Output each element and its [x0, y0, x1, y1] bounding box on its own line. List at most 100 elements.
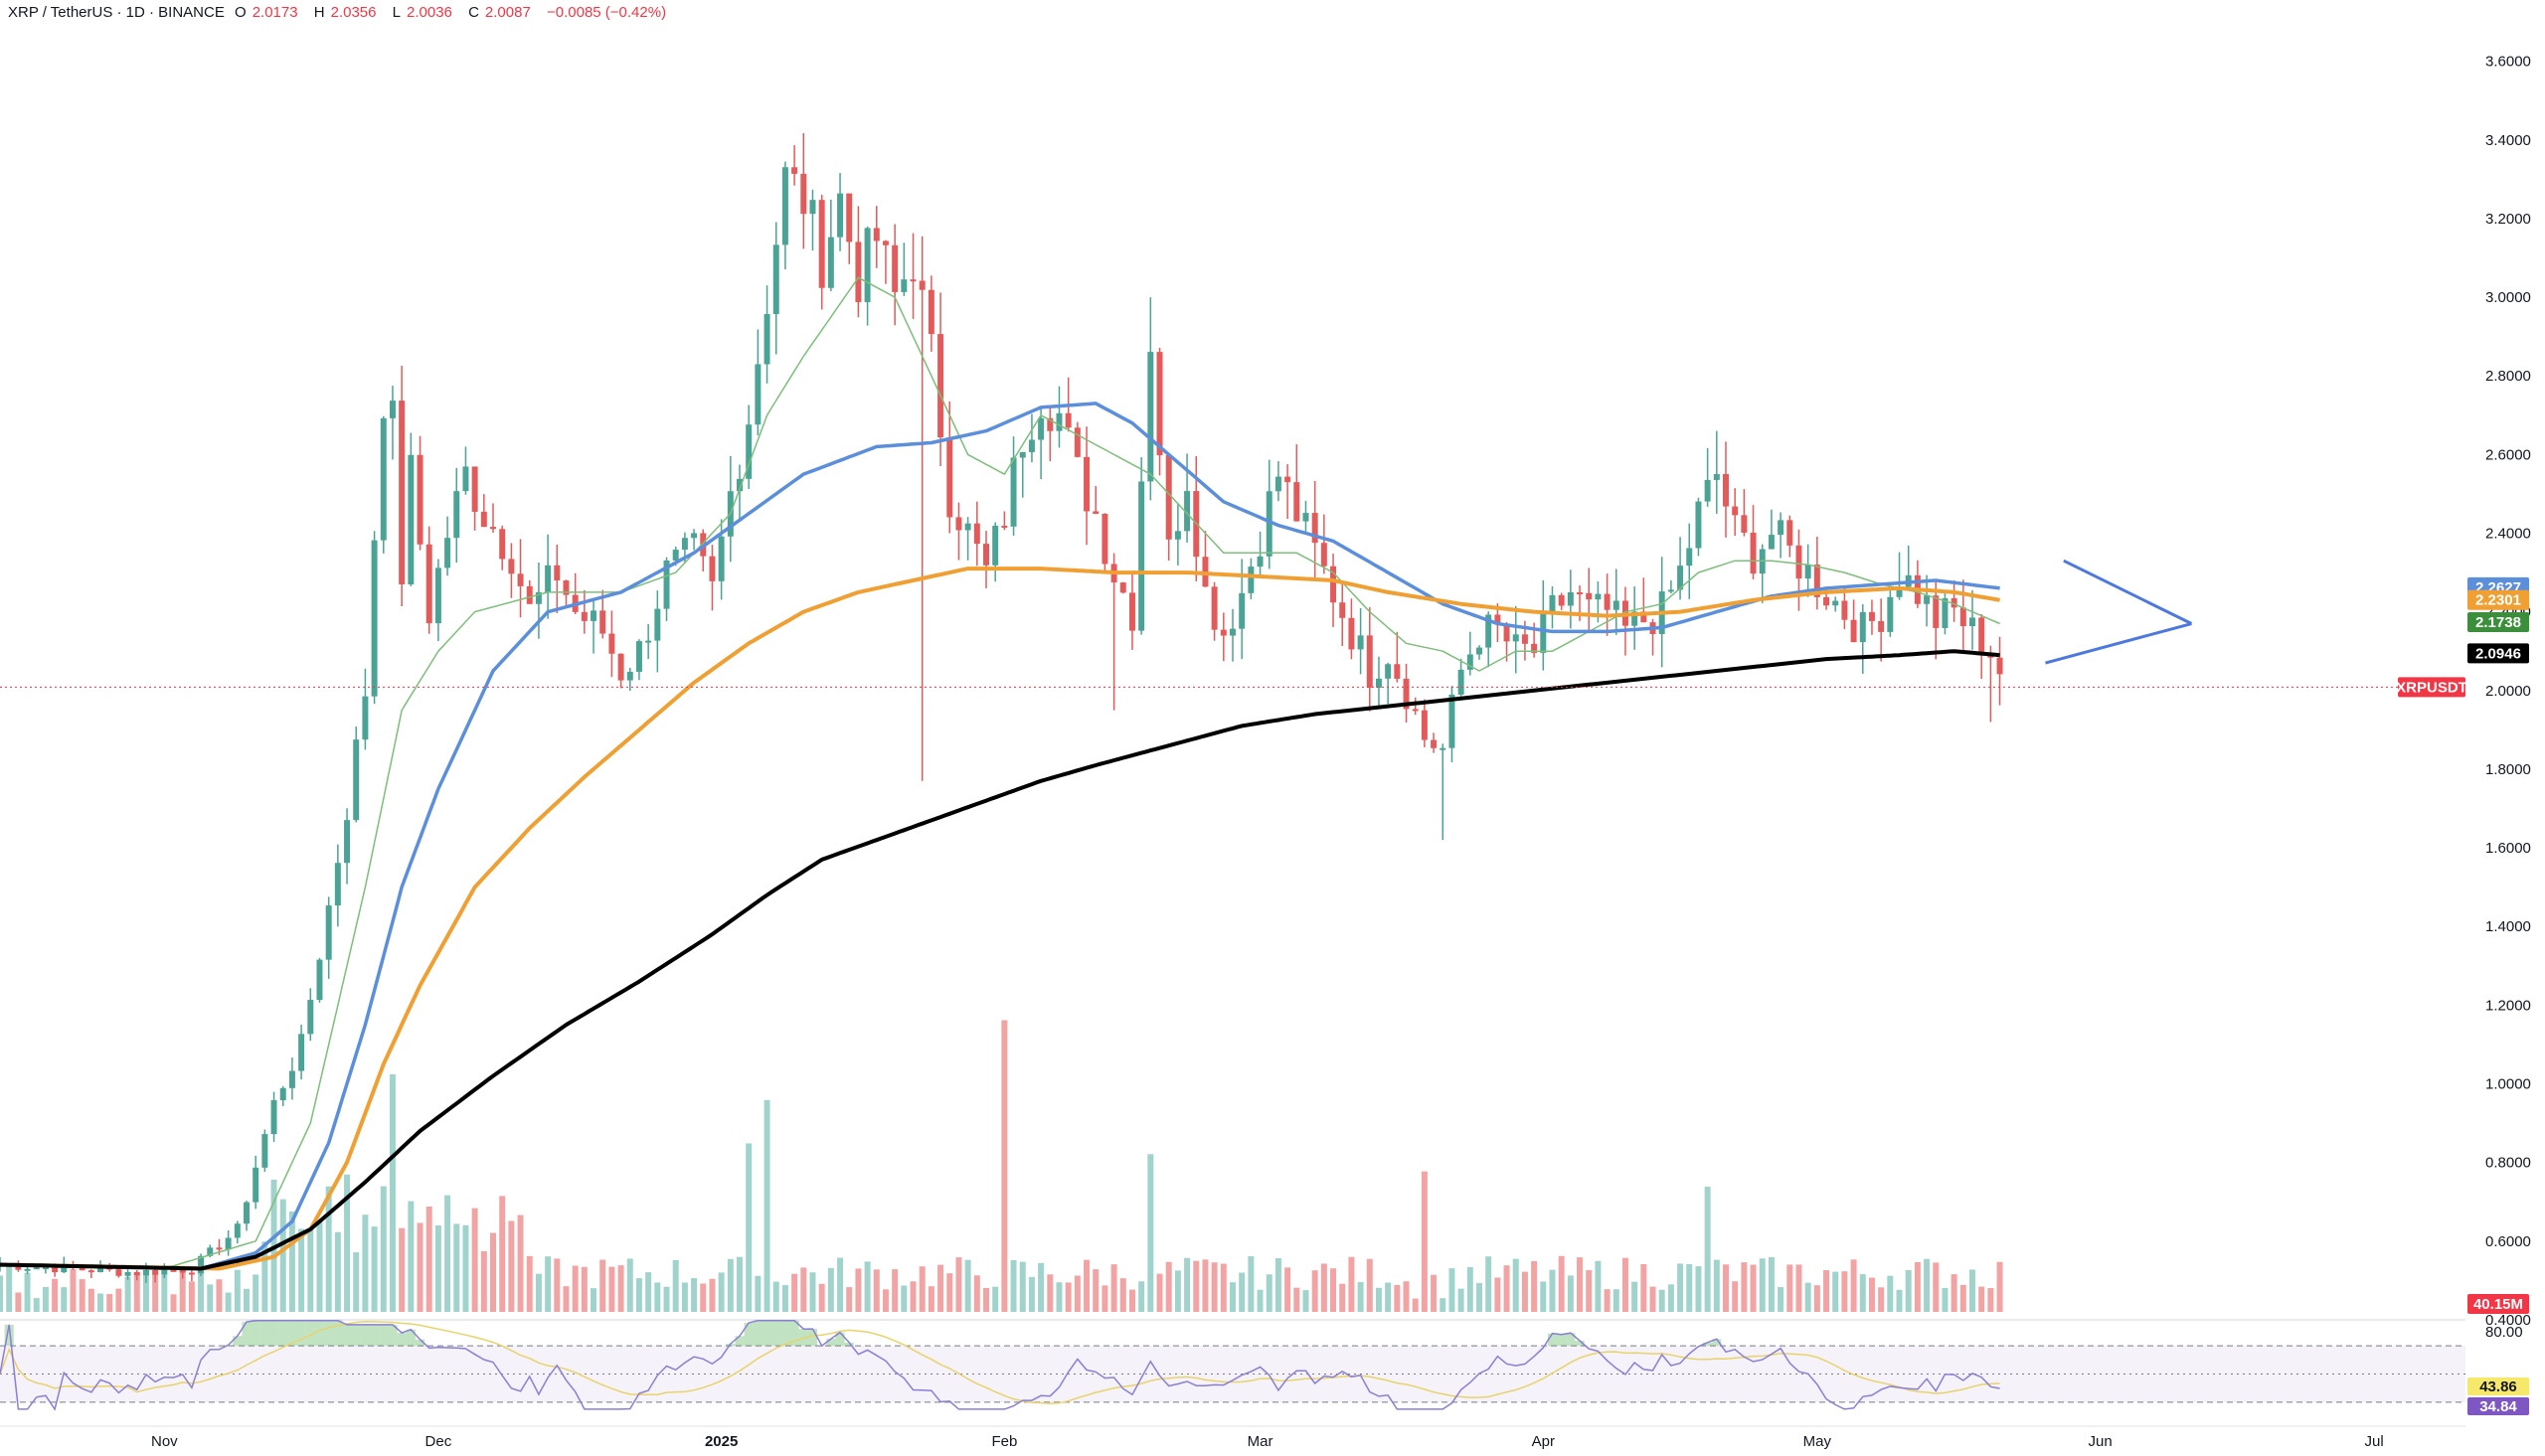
volume-bar — [453, 1223, 460, 1312]
candle-body — [837, 193, 844, 238]
candle-body — [1595, 593, 1602, 600]
volume-bar — [1028, 1276, 1035, 1312]
candle-body — [946, 437, 953, 518]
volume-bar — [737, 1256, 743, 1312]
volume-bar — [33, 1298, 40, 1312]
volume-bar — [97, 1293, 104, 1312]
volume-bar — [362, 1214, 369, 1312]
candle-body — [198, 1255, 205, 1274]
volume-bar — [133, 1274, 140, 1312]
volume-bar — [1330, 1268, 1337, 1312]
candle-body — [1357, 635, 1364, 650]
rsi-tag-label: 34.84 — [2479, 1398, 2517, 1415]
candle-body — [1440, 747, 1446, 750]
volume-bar — [1093, 1269, 1100, 1312]
volume-bar — [946, 1273, 953, 1312]
price-tick-label: 3.0000 — [2485, 289, 2531, 306]
candle-body — [901, 279, 908, 292]
volume-bar — [1293, 1287, 1300, 1312]
symbol-label[interactable]: XRP / TetherUS · 1D · BINANCE — [8, 4, 225, 21]
volume-bar — [1987, 1288, 1994, 1312]
volume-bar — [1878, 1287, 1885, 1312]
candle-body — [955, 517, 962, 531]
volume-bar — [1084, 1259, 1091, 1312]
price-tag — [2467, 589, 2529, 610]
volume-bar — [827, 1267, 834, 1312]
candle-body — [781, 167, 788, 245]
candle-body — [1549, 594, 1556, 612]
candle-body — [124, 1271, 131, 1276]
volume-bar — [700, 1283, 707, 1312]
volume-bar — [1841, 1271, 1848, 1312]
volume-bar — [434, 1225, 441, 1312]
volume-bar — [1138, 1281, 1145, 1312]
volume-bar — [1348, 1256, 1355, 1312]
volume-bar — [261, 1241, 268, 1312]
candle-body — [1750, 532, 1757, 574]
volume-bar — [955, 1257, 962, 1312]
volume-bar — [837, 1257, 844, 1312]
volume-bar — [681, 1282, 688, 1312]
volume-bar — [480, 1250, 487, 1312]
volume-bar — [1403, 1281, 1410, 1312]
price-tick-label: 1.6000 — [2485, 840, 2531, 857]
volume-bar — [709, 1278, 716, 1312]
volume-bar — [1366, 1258, 1373, 1312]
volume-bar — [1896, 1289, 1903, 1312]
candle-body — [261, 1134, 268, 1168]
volume-bar — [1193, 1260, 1200, 1312]
candle-body — [919, 280, 926, 290]
volume-bar — [1339, 1283, 1346, 1312]
candle-body — [1274, 476, 1281, 492]
volume-bar — [672, 1259, 679, 1312]
candle-body — [1933, 595, 1940, 628]
volume-bar — [1595, 1260, 1602, 1312]
moving-average-line — [0, 276, 2000, 1270]
candle-body — [1512, 634, 1519, 642]
candle-body — [42, 1267, 49, 1270]
price-tick-label: 0.4000 — [2485, 1312, 2531, 1329]
volume-bar — [1786, 1264, 1793, 1312]
candle-body — [1640, 611, 1647, 623]
candle-body — [79, 1267, 85, 1271]
candle-body — [170, 1269, 177, 1272]
volume-bar — [1230, 1282, 1236, 1312]
candle-body — [992, 526, 999, 566]
volume-bar — [1959, 1284, 1966, 1312]
price-axis: 3.6000 3.4000 3.2000 3.0000 2.8000 2.6000 2.40… — [2485, 54, 2531, 1329]
volume-bar — [617, 1265, 624, 1312]
volume-bar — [52, 1278, 59, 1312]
candle-body — [591, 610, 597, 621]
time-tick-label: Apr — [1532, 1433, 1555, 1450]
candle-body — [1184, 491, 1191, 532]
candle-body — [344, 820, 351, 864]
candle-body — [737, 478, 743, 492]
candle-body — [161, 1269, 168, 1275]
candle-body — [663, 560, 670, 609]
price-tick-label: 2.6000 — [2485, 446, 2531, 463]
candle-body — [1631, 611, 1638, 626]
candle-body — [755, 364, 762, 425]
volume-bar — [471, 1208, 478, 1312]
candle-body — [1768, 535, 1775, 550]
volume-bar — [399, 1227, 406, 1312]
candle-body — [772, 244, 779, 314]
volume-bar — [928, 1286, 934, 1312]
volume-bar — [1667, 1284, 1674, 1312]
volume-bar — [1604, 1289, 1611, 1312]
candle-body — [1239, 592, 1246, 629]
price-tick-label: 0.6000 — [2485, 1233, 2531, 1250]
candle-body — [709, 556, 716, 581]
candle-body — [1476, 647, 1482, 655]
candle-body — [1119, 582, 1126, 593]
volume-bar — [1184, 1257, 1191, 1312]
candle-body — [1485, 614, 1492, 648]
volume-bar — [663, 1286, 670, 1312]
candle-body — [517, 573, 524, 586]
volume-bar — [937, 1264, 944, 1312]
triangle-upper-line — [2063, 559, 2193, 625]
candle-body — [617, 653, 624, 681]
time-tick-label: Jul — [2365, 1433, 2384, 1450]
candle-body — [408, 454, 415, 584]
